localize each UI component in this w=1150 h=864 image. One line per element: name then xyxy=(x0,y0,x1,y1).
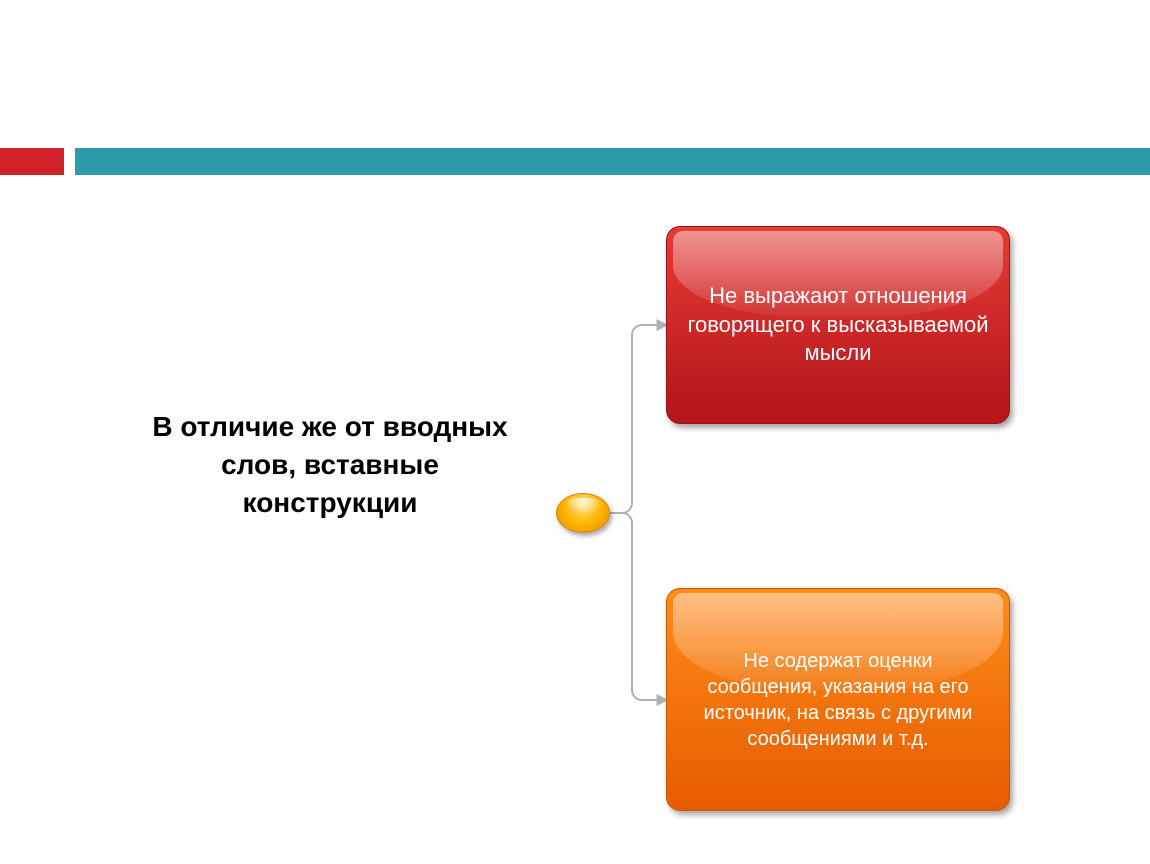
card-top-text: Не выражают отношения говорящего к выска… xyxy=(687,282,989,368)
slide-canvas: В отличие же от вводных слов, вставные к… xyxy=(0,0,1150,864)
card-bottom-text: Не содержат оценки сообщения, указания н… xyxy=(687,648,989,752)
center-node xyxy=(556,493,610,533)
card-bottom: Не содержат оценки сообщения, указания н… xyxy=(666,588,1010,811)
card-top: Не выражают отношения говорящего к выска… xyxy=(666,226,1010,424)
main-text: В отличие же от вводных слов, вставные к… xyxy=(130,408,530,521)
